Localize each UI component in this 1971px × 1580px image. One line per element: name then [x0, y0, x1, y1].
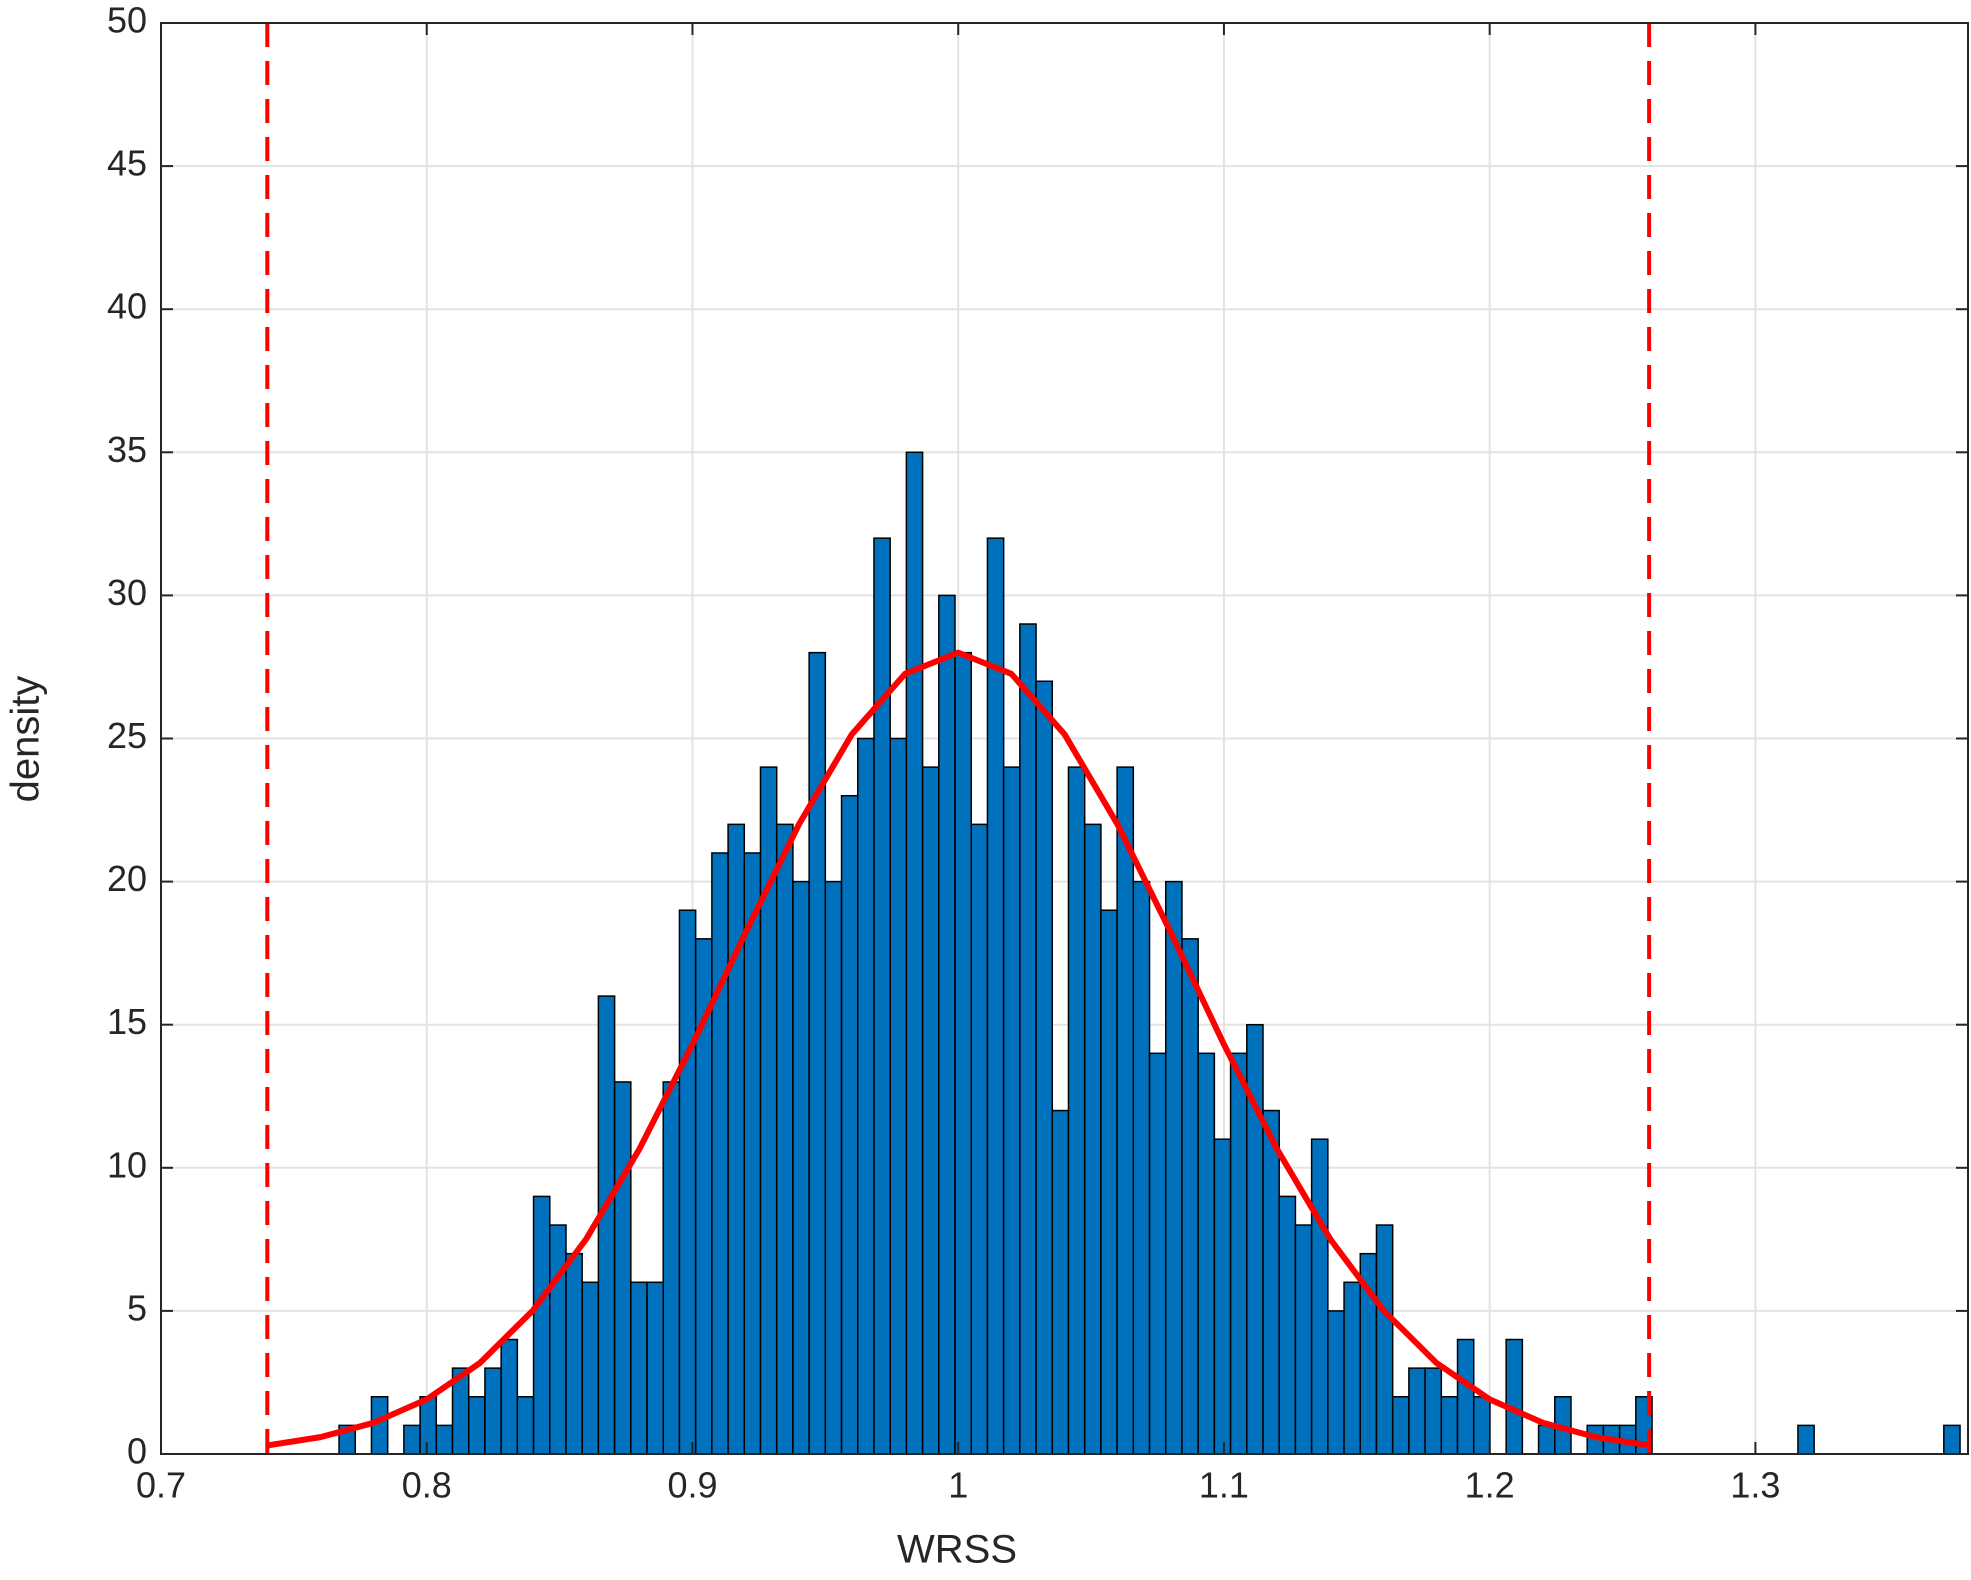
bar — [646, 1281, 664, 1455]
bar — [938, 594, 956, 1455]
bar — [435, 1424, 454, 1455]
bar — [1440, 1396, 1459, 1455]
bar — [1164, 880, 1183, 1455]
bar — [1100, 909, 1118, 1455]
bar — [1391, 1396, 1410, 1455]
y-tick-label: 25 — [107, 715, 147, 756]
x-axis-label: WRSS — [897, 1528, 1017, 1572]
bar — [467, 1396, 486, 1455]
bar — [403, 1424, 421, 1455]
bar — [1408, 1367, 1426, 1455]
bar — [1424, 1367, 1443, 1455]
bar — [1181, 938, 1199, 1455]
bar — [678, 909, 697, 1455]
bar — [419, 1396, 438, 1455]
bar — [500, 1338, 519, 1455]
bar — [1278, 1195, 1297, 1455]
y-axis-label: density — [4, 676, 48, 803]
bar — [1067, 766, 1086, 1455]
bar — [613, 1081, 632, 1455]
bar — [921, 766, 940, 1455]
y-tick-label: 20 — [107, 858, 147, 899]
bar — [1797, 1424, 1815, 1455]
bar — [1375, 1224, 1394, 1455]
bar — [889, 737, 908, 1455]
bar — [1310, 1138, 1329, 1455]
bar — [840, 794, 859, 1455]
bar — [1327, 1310, 1345, 1455]
bar — [873, 537, 891, 1455]
bar — [1505, 1338, 1524, 1455]
bar — [711, 852, 729, 1455]
bar — [954, 651, 972, 1455]
x-tick-label: 0.9 — [667, 1465, 717, 1506]
bar — [1294, 1224, 1313, 1455]
bar — [1213, 1138, 1232, 1455]
bar — [1262, 1109, 1280, 1455]
bar — [743, 852, 762, 1455]
x-tick-label: 1 — [948, 1465, 968, 1506]
y-tick-label: 35 — [107, 429, 147, 470]
x-tick-label: 1.3 — [1730, 1465, 1780, 1506]
bar — [1148, 1052, 1167, 1455]
bar — [1116, 766, 1135, 1455]
bar — [532, 1195, 551, 1455]
bar — [1229, 1052, 1248, 1455]
bar — [516, 1396, 535, 1455]
bar — [1051, 1109, 1070, 1455]
bar — [857, 737, 875, 1455]
bar — [1197, 1052, 1216, 1455]
bar — [970, 823, 989, 1455]
bar — [1343, 1281, 1362, 1455]
y-tick-label: 40 — [107, 286, 147, 327]
bar — [1472, 1396, 1491, 1455]
bar — [824, 880, 843, 1455]
bar — [808, 651, 827, 1455]
bar — [1943, 1424, 1961, 1455]
bar — [905, 451, 924, 1455]
bar — [581, 1281, 600, 1455]
bar — [1456, 1338, 1475, 1455]
x-tick-label: 1.2 — [1465, 1465, 1515, 1506]
bar — [1019, 623, 1037, 1455]
x-tick-label: 0.8 — [402, 1465, 452, 1506]
bar — [1035, 680, 1054, 1455]
y-tick-label: 30 — [107, 572, 147, 613]
y-tick-label: 5 — [127, 1287, 147, 1328]
bar — [792, 880, 810, 1455]
bar — [986, 537, 1005, 1455]
fit-curve — [266, 649, 1650, 1449]
bar — [597, 995, 616, 1455]
x-tick-label: 1.1 — [1199, 1465, 1249, 1506]
bar — [775, 823, 794, 1455]
bar — [484, 1367, 502, 1455]
x-tick-label: 0.7 — [136, 1465, 186, 1506]
bar — [1132, 880, 1151, 1455]
bar — [1083, 823, 1102, 1455]
y-tick-label: 50 — [107, 0, 147, 41]
bar — [662, 1081, 681, 1455]
bar — [1537, 1424, 1556, 1455]
bar — [727, 823, 746, 1455]
bar — [630, 1281, 648, 1455]
bar — [565, 1252, 583, 1455]
y-tick-label: 0 — [127, 1431, 147, 1472]
y-tick-label: 45 — [107, 143, 147, 184]
bar — [549, 1224, 567, 1455]
y-tick-label: 10 — [107, 1144, 147, 1185]
bar — [1002, 766, 1021, 1455]
y-tick-label: 15 — [107, 1001, 147, 1042]
